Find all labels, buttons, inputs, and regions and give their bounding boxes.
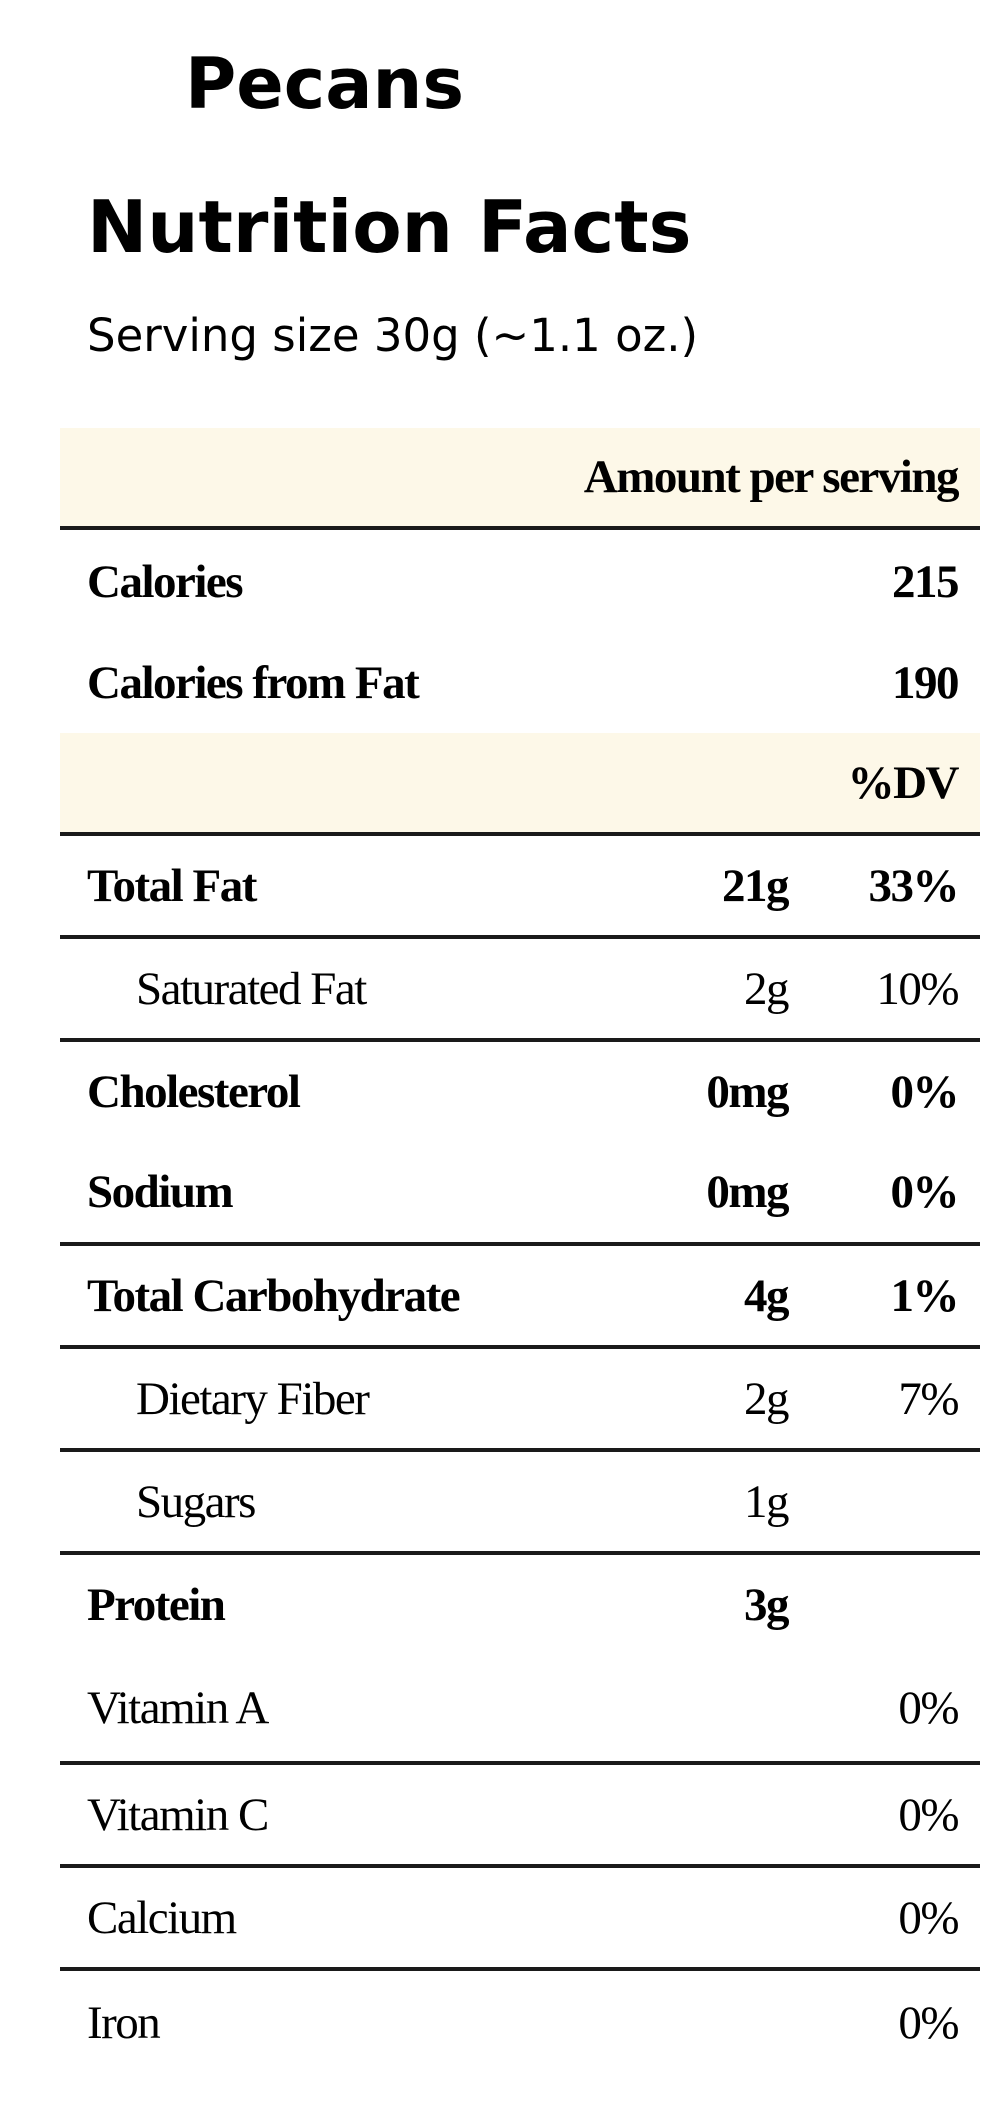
calories-from-fat-row: Calories from Fat 190 [60, 633, 980, 733]
calories-from-fat-value: 190 [892, 657, 960, 709]
nutrient-label: Cholesterol [87, 1065, 301, 1118]
nutrient-dv: 0% [890, 1065, 960, 1118]
table-row: Vitamin C 0% [60, 1765, 980, 1868]
table-row: Iron 0% [60, 1971, 980, 2074]
table-row: Total Carbohydrate 4g 1% [60, 1246, 980, 1349]
table-row: Cholesterol 0mg 0% [60, 1042, 980, 1141]
table-row: Sodium 0mg 0% [60, 1141, 980, 1246]
product-title: Pecans [185, 43, 465, 125]
nutrient-label: Total Fat [87, 859, 257, 912]
vitamin-dv: 0% [898, 1682, 959, 1734]
nutrient-label: Total Carbohydrate [87, 1269, 461, 1322]
vitamin-label: Iron [87, 1996, 161, 2049]
nutrient-amount: 2g [744, 1372, 790, 1425]
nutrient-amount: 4g [744, 1269, 790, 1322]
vitamin-label: Vitamin A [87, 1682, 269, 1734]
amount-per-serving-header: Amount per serving [60, 428, 980, 530]
nutrient-label: Protein [87, 1579, 226, 1631]
nutrient-label: Saturated Fat [136, 962, 367, 1015]
calories-from-fat-label: Calories from Fat [87, 657, 420, 709]
calories-label: Calories [87, 555, 244, 608]
calories-row: Calories 215 [60, 530, 980, 633]
amount-per-serving-label: Amount per serving [583, 451, 960, 503]
vitamin-dv: 0% [898, 1891, 959, 1944]
nutrient-amount: 0mg [706, 1165, 789, 1218]
vitamin-dv: 0% [898, 1996, 959, 2049]
nutrient-amount: 0mg [706, 1065, 789, 1118]
table-row: Vitamin A 0% [60, 1655, 980, 1765]
table-row: Saturated Fat 2g 10% [60, 939, 980, 1042]
nutrient-amount: 21g [722, 859, 790, 912]
nutrient-label: Dietary Fiber [136, 1372, 370, 1425]
nutrient-amount: 2g [744, 962, 790, 1015]
daily-value-header: %DV [60, 733, 980, 836]
nutrient-dv: 0% [890, 1165, 960, 1218]
table-row: Calcium 0% [60, 1868, 980, 1971]
nutrient-dv: 1% [890, 1269, 960, 1322]
calories-value: 215 [892, 555, 960, 608]
nutrient-amount: 3g [744, 1579, 790, 1631]
nutrient-amount: 1g [744, 1475, 790, 1528]
nutrient-dv: 33% [868, 859, 960, 912]
table-row: Sugars 1g [60, 1452, 980, 1555]
nutrient-label: Sugars [136, 1475, 256, 1528]
nutrition-table: Amount per serving Calories 215 Calories… [60, 428, 980, 2074]
table-row: Total Fat 21g 33% [60, 836, 980, 939]
vitamin-label: Vitamin C [87, 1788, 269, 1841]
serving-size: Serving size 30g (~1.1 oz.) [87, 309, 699, 362]
vitamin-dv: 0% [898, 1788, 959, 1841]
nutrient-label: Sodium [87, 1165, 234, 1218]
nutrition-facts-heading: Nutrition Facts [87, 185, 692, 269]
table-row: Dietary Fiber 2g 7% [60, 1349, 980, 1452]
nutrient-dv: 7% [898, 1372, 959, 1425]
vitamin-label: Calcium [87, 1891, 237, 1944]
nutrient-dv: 10% [876, 962, 959, 1015]
table-row: Protein 3g [60, 1555, 980, 1655]
daily-value-label: %DV [847, 756, 960, 809]
